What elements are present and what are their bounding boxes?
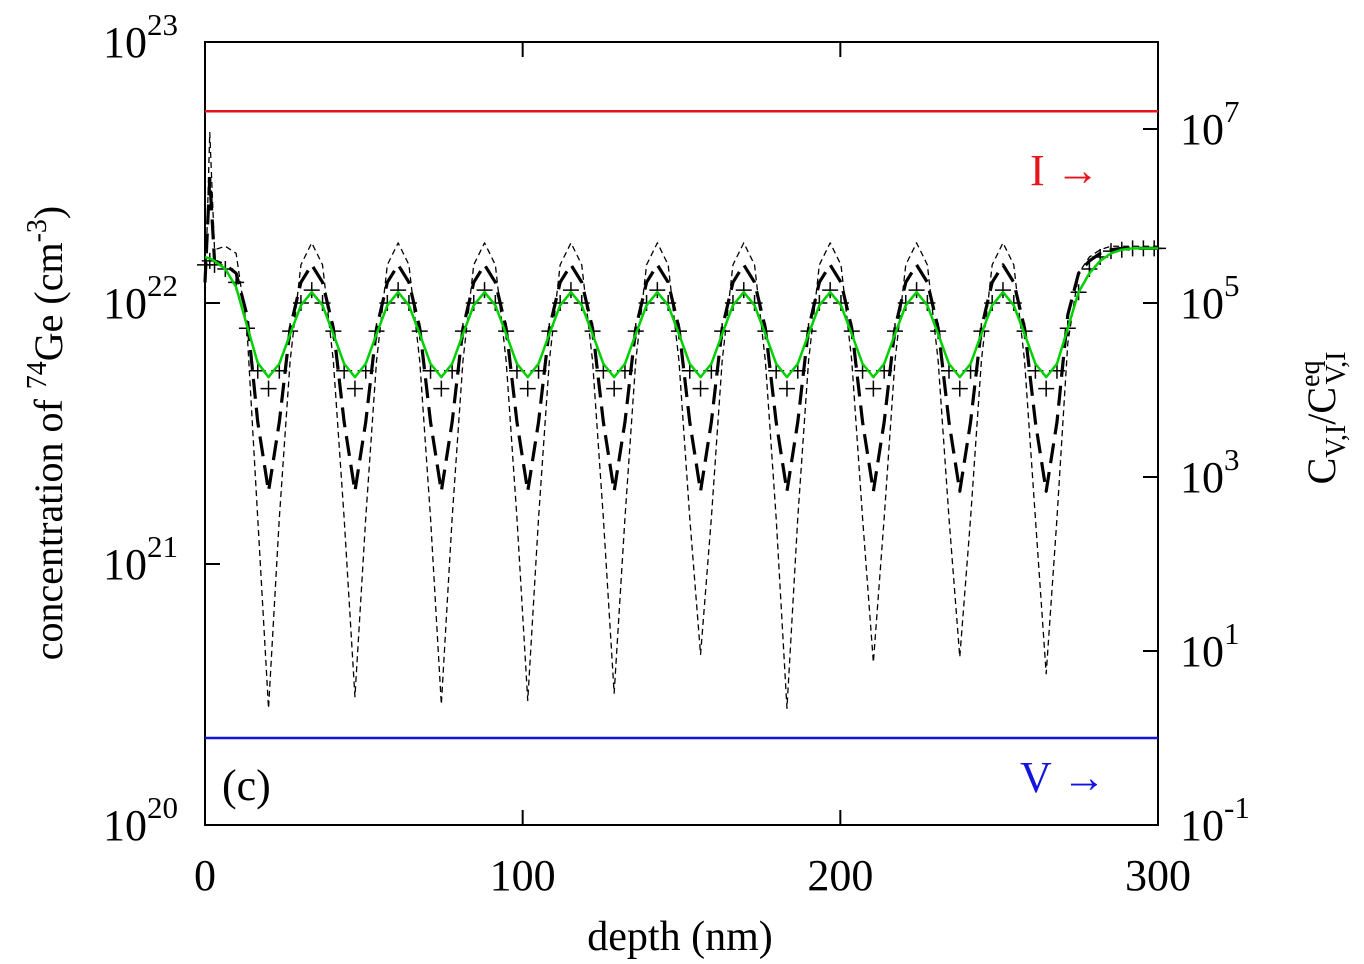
x-axis-label: depth (nm) [587, 914, 772, 960]
y-tick-label: 1023 [103, 7, 178, 67]
tick-exponent: 5 [1224, 268, 1240, 303]
series-line [204, 131, 1158, 709]
x-tick-label: 100 [490, 851, 556, 900]
axis-label-part: V,I [1321, 425, 1352, 458]
axis-label-part: ) [26, 206, 71, 219]
data-point [692, 380, 709, 397]
y-tick-label: 107 [1180, 94, 1240, 154]
data-point [1038, 380, 1055, 397]
series-line [204, 247, 1158, 379]
tick-base: 10 [1180, 627, 1224, 676]
y-tick-label: 105 [1180, 268, 1240, 328]
axis-label-part: Ge (cm [26, 242, 71, 361]
axis-label-part: concentration of [26, 389, 71, 660]
data-point [994, 282, 1011, 299]
tick-base: 10 [1180, 801, 1224, 850]
series-line [203, 176, 1158, 493]
x-tick-label: 200 [807, 851, 873, 900]
data-point [476, 282, 493, 299]
data-point [303, 282, 320, 299]
tick-exponent: 21 [147, 529, 178, 564]
x-tick-label: 300 [1125, 851, 1191, 900]
tick-exponent: 23 [147, 7, 178, 42]
tick-base: 10 [103, 801, 147, 850]
plot-frame [204, 41, 1159, 826]
tick-base: 10 [103, 279, 147, 328]
axis-label-part: C [1299, 458, 1344, 485]
annotation: I → [1030, 146, 1100, 195]
x-tick-label: 0 [194, 851, 216, 900]
y-tick-label: 1020 [103, 790, 178, 850]
axis-label-part: V,I [1321, 352, 1352, 385]
data-point [649, 282, 666, 299]
y2-axis-label: CV,I/CeqV,I [1295, 352, 1352, 485]
axis-label-part: eq [1295, 361, 1326, 387]
data-point [519, 380, 536, 397]
tick-base: 10 [1180, 279, 1224, 328]
tick-exponent: -1 [1224, 790, 1250, 825]
y-axis-label: concentration of 74Ge (cm-3) [22, 206, 71, 660]
data-point [735, 282, 752, 299]
axis-label-part: 74 [22, 361, 53, 389]
tick-base: 10 [1180, 453, 1224, 502]
data-point [606, 380, 623, 397]
y-tick-label: 101 [1180, 616, 1240, 676]
tick-exponent: 1 [1224, 616, 1240, 651]
data-point [562, 282, 579, 299]
y-tick-label: 10-1 [1180, 790, 1250, 850]
tick-exponent: 20 [147, 790, 178, 825]
annotation: V → [1020, 753, 1106, 802]
tick-exponent: 3 [1224, 442, 1240, 477]
data-point [778, 380, 795, 397]
axis-label-part: /C [1299, 387, 1344, 425]
data-point [390, 282, 407, 299]
data-point [865, 380, 882, 397]
y-tick-label: 1022 [103, 268, 178, 328]
data-point [346, 380, 363, 397]
annotation: (c) [222, 761, 271, 810]
data-point [433, 380, 450, 397]
tick-base: 10 [1180, 105, 1224, 154]
tick-exponent: 22 [147, 268, 178, 303]
tick-exponent: 7 [1224, 94, 1240, 129]
data-point [822, 282, 839, 299]
data-point [908, 282, 925, 299]
axis-label-part: -3 [22, 219, 53, 242]
data-point [260, 380, 277, 397]
tick-base: 10 [103, 18, 147, 67]
y-tick-label: 1021 [103, 529, 178, 589]
tick-base: 10 [103, 540, 147, 589]
y-tick-label: 103 [1180, 442, 1240, 502]
data-point [951, 380, 968, 397]
